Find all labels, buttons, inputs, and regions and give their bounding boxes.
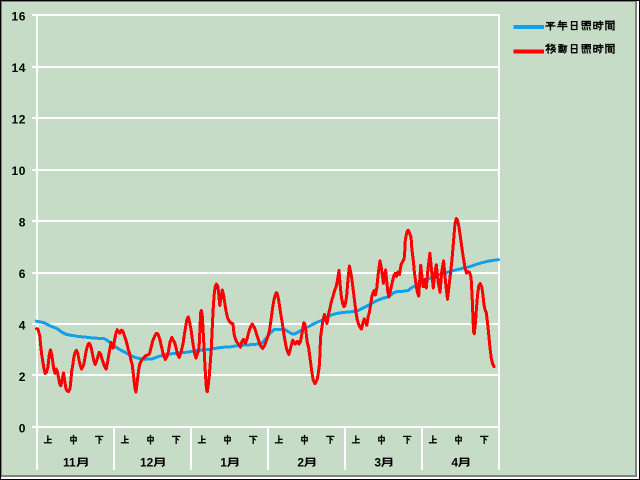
svg-text:2: 2 (297, 456, 304, 470)
svg-text:3: 3 (374, 456, 381, 470)
svg-text:8: 8 (19, 216, 26, 230)
svg-text:14: 14 (11, 61, 26, 75)
svg-text:6: 6 (19, 267, 26, 281)
svg-text:16: 16 (11, 10, 26, 24)
svg-text:0: 0 (19, 422, 26, 436)
svg-text:4: 4 (451, 456, 458, 470)
svg-text:1: 1 (220, 456, 227, 470)
svg-text:10: 10 (11, 164, 26, 178)
svg-text:4: 4 (19, 319, 26, 333)
svg-text:12: 12 (140, 456, 154, 470)
svg-text:11: 11 (63, 456, 76, 470)
svg-text:12: 12 (11, 113, 26, 127)
svg-text:2: 2 (19, 370, 26, 384)
